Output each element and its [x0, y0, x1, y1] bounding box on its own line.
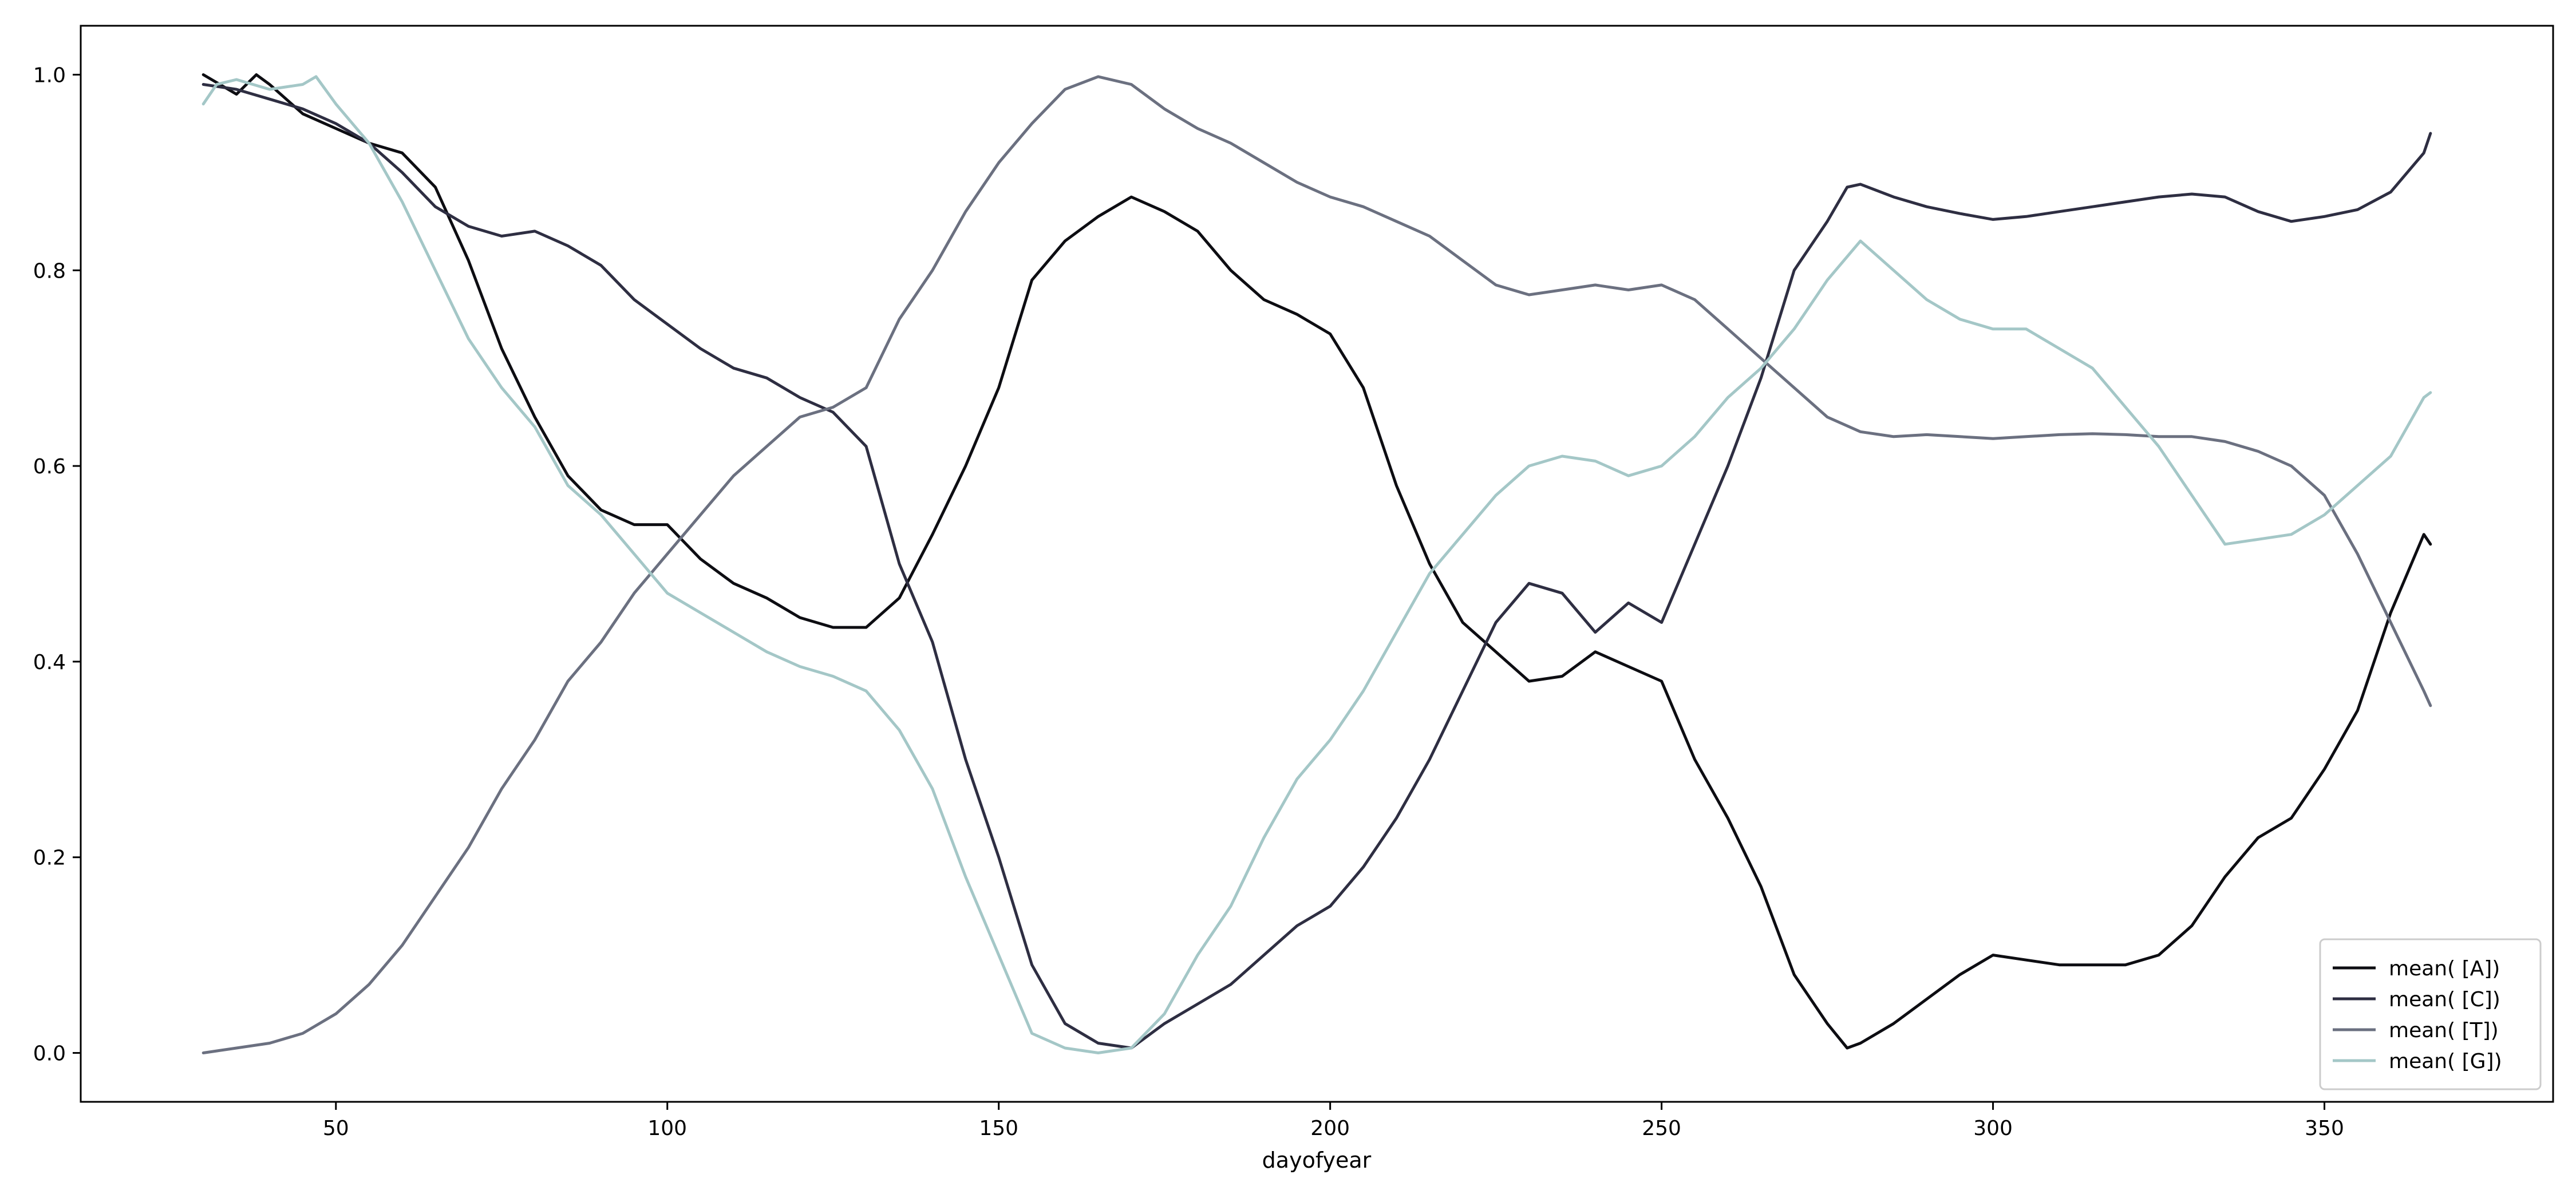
plot-frame [80, 25, 2554, 1103]
series-line-3 [202, 75, 2432, 1054]
legend-label: mean( [G]) [2389, 1050, 2502, 1073]
legend-label: mean( [C]) [2389, 988, 2500, 1011]
legend-box [2319, 938, 2542, 1090]
plot-area [81, 26, 2553, 1102]
series-line-1 [202, 83, 2432, 1050]
y-tick-label: 0.0 [33, 1042, 66, 1066]
x-axis-title: dayofyear [1262, 1148, 1372, 1173]
x-tick-label: 100 [647, 1117, 687, 1140]
series-line-0 [202, 73, 2432, 1050]
x-tick-label: 350 [2305, 1117, 2344, 1140]
y-tick-label: 0.2 [33, 847, 66, 870]
series-layer [202, 73, 2432, 1054]
y-tick-label: 0.8 [33, 259, 66, 283]
legend-label: mean( [T]) [2389, 1019, 2499, 1042]
x-tick-label: 150 [979, 1117, 1018, 1140]
x-tick-label: 250 [1642, 1117, 1681, 1140]
legend-label: mean( [A]) [2389, 957, 2500, 980]
y-tick-label: 0.4 [33, 651, 66, 674]
legend: mean( [A]) mean( [C]) mean( [T]) mean( [G]) [2319, 938, 2542, 1090]
y-axis: 0.0 0.2 0.4 0.6 0.8 1.0 [33, 64, 81, 1066]
y-tick-label: 1.0 [33, 64, 66, 87]
y-tick-label: 0.6 [33, 455, 66, 479]
x-axis: 50 100 150 200 250 300 350 [323, 1102, 2344, 1140]
x-tick-label: 200 [1310, 1117, 1350, 1140]
x-tick-label: 300 [1973, 1117, 2013, 1140]
series-line-2 [202, 75, 2432, 1054]
x-tick-label: 50 [323, 1117, 349, 1140]
